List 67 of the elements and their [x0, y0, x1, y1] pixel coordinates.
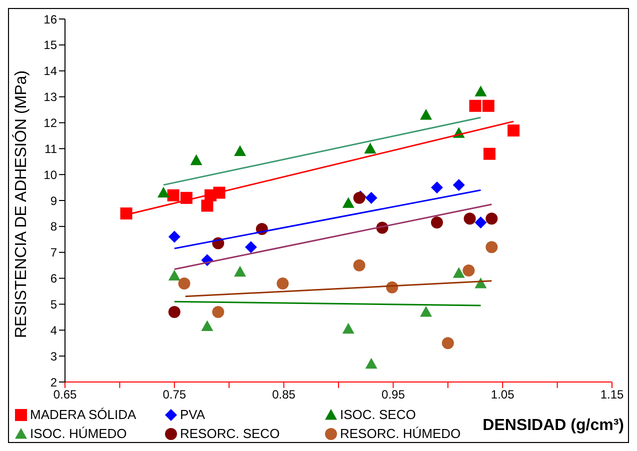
point [234, 145, 246, 156]
legend-label: RESORC. SECO [180, 426, 280, 441]
y-tick-label: 15 [44, 38, 58, 52]
point [190, 154, 202, 166]
point [508, 124, 520, 136]
y-tick-label: 13 [44, 90, 58, 104]
point [168, 270, 180, 280]
x-tick-label: 1.05 [490, 388, 515, 402]
point [168, 306, 180, 318]
point [364, 142, 376, 154]
y-tick-label: 16 [44, 12, 58, 26]
point [353, 259, 366, 272]
point [365, 192, 378, 204]
point [486, 212, 498, 225]
point [365, 358, 378, 369]
point [342, 197, 354, 208]
point [469, 100, 482, 112]
point [201, 200, 214, 212]
point [244, 241, 257, 254]
point [157, 186, 170, 198]
y-tick-label: 3 [50, 349, 58, 364]
point [178, 277, 190, 290]
point [483, 148, 496, 160]
legend-label: ISOC. SECO [340, 407, 416, 422]
point [482, 100, 494, 112]
point [120, 207, 132, 220]
y-tick-label: 6 [50, 272, 58, 286]
x-tick-label: 0.65 [53, 388, 77, 402]
x-tick-label: 0.95 [382, 388, 406, 402]
point [452, 178, 465, 191]
point [168, 230, 180, 243]
y-tick-label: 11 [44, 142, 58, 156]
y-tick-label: 7 [50, 246, 58, 260]
x-tick-label: 0.75 [162, 388, 186, 402]
y-tick-label: 9 [50, 194, 58, 208]
y-tick-label: 14 [44, 64, 58, 78]
point [462, 264, 475, 277]
x-tick-label: 0.85 [272, 388, 296, 402]
point [430, 182, 443, 194]
point [234, 266, 246, 277]
x-axis-title: DENSIDAD (g/cm³) [482, 417, 624, 435]
point [201, 320, 214, 332]
y-tick-label: 5 [50, 297, 58, 312]
point [486, 241, 498, 254]
point [452, 267, 465, 278]
y-tick-label: 4 [50, 323, 58, 338]
legend-label: RESORC. HÚMEDO [340, 426, 461, 441]
point [464, 212, 476, 225]
x-tick-label: 1.15 [600, 388, 624, 402]
y-tick-label: 8 [50, 220, 58, 234]
point [420, 306, 432, 317]
point [167, 189, 180, 202]
legend-label: ISOC. HÚMEDO [30, 426, 127, 441]
point [212, 306, 224, 318]
legend-label: MADERA SÓLIDA [30, 407, 136, 422]
point [474, 216, 487, 229]
point [442, 337, 454, 350]
y-tick-label: 10 [44, 168, 58, 182]
legend-label: PVA [180, 407, 206, 422]
y-axis-title: RESISTENCIA DE ADHESIÓN (MPa) [13, 69, 31, 340]
point [430, 216, 443, 229]
y-tick-label: 2 [50, 375, 58, 390]
point [276, 277, 289, 290]
point [342, 322, 354, 334]
point [420, 108, 432, 120]
y-tick-label: 12 [44, 116, 58, 130]
point [474, 86, 487, 96]
